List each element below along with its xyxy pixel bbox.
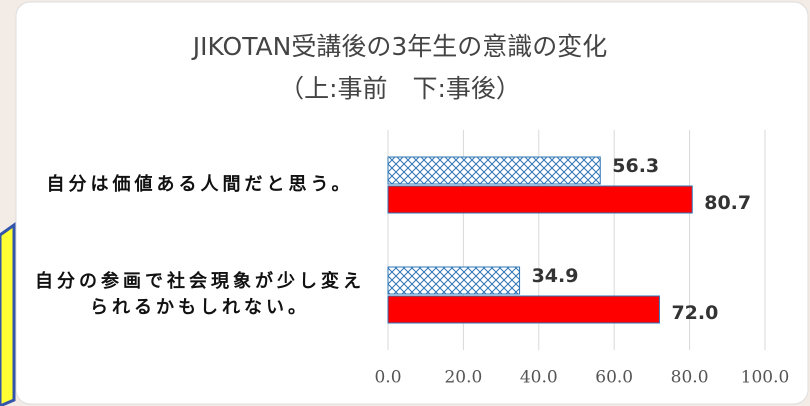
x-tick-label: 0.0 <box>374 368 401 388</box>
page: JIKOTAN受講後の3年生の意識の変化 （上:事前 下:事後） 0.0 20.0… <box>0 0 810 406</box>
bar <box>388 267 520 294</box>
chart-title: JIKOTAN受講後の3年生の意識の変化 <box>191 32 608 61</box>
y-tick-label: 自分は価値ある人間だと思う。 <box>34 172 366 198</box>
x-tick-label: 20.0 <box>444 368 482 388</box>
x-tick-label: 60.0 <box>595 368 633 388</box>
data-label: 72.0 <box>671 302 718 324</box>
chart: JIKOTAN受講後の3年生の意識の変化 （上:事前 下:事後） 0.0 20.0… <box>0 0 810 406</box>
x-tick-label: 40.0 <box>520 368 558 388</box>
bar <box>388 186 692 213</box>
bar <box>388 296 659 323</box>
x-tick-label: 100.0 <box>741 368 790 388</box>
data-label: 56.3 <box>612 155 659 177</box>
decoration <box>0 225 14 406</box>
y-tick-label: 自分の参画で社会現象が少し変えられるかもしれない。 <box>34 269 366 321</box>
x-tick-label: 80.0 <box>671 368 709 388</box>
bar <box>388 157 600 184</box>
data-label: 80.7 <box>704 192 751 214</box>
chart-subtitle: （上:事前 下:事後） <box>279 74 521 103</box>
data-label: 34.9 <box>532 265 579 287</box>
